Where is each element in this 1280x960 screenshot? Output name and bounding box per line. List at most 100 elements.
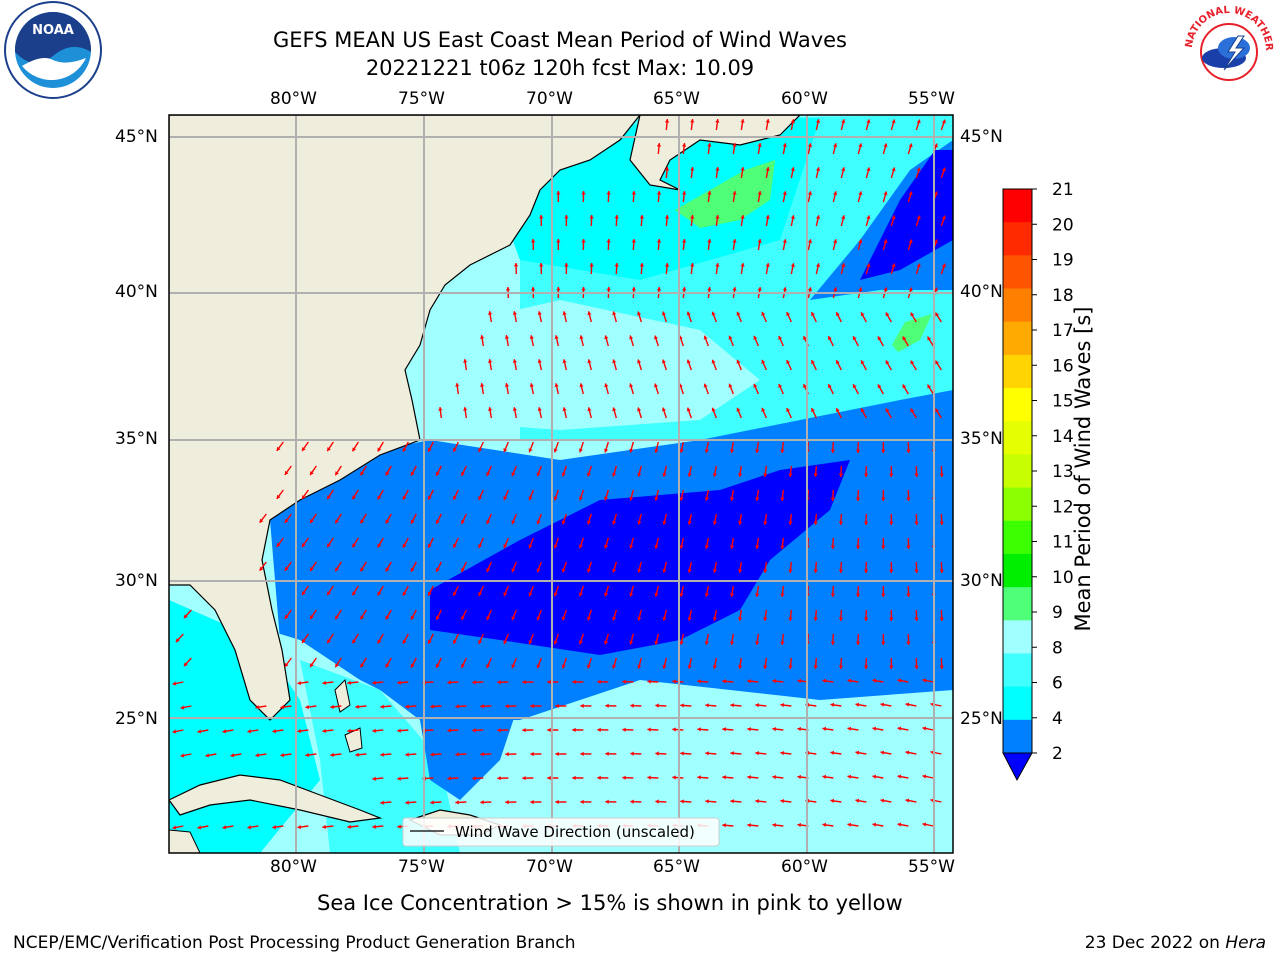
wind-wave-arrow-head (561, 520, 566, 525)
land-maritimes (629, 115, 801, 191)
wind-wave-arrow-head (914, 665, 919, 669)
wind-wave-arrow-head (704, 497, 709, 501)
wind-wave-arrow-head (780, 593, 785, 597)
wind-wave-arrow-head (811, 360, 815, 365)
wind-wave-arrow-head (704, 449, 709, 453)
wind-wave-arrow-head (327, 495, 331, 500)
wind-wave-arrow-head (631, 239, 636, 243)
wind-wave-arrow-head (614, 215, 619, 219)
wind-wave-arrow-head (322, 824, 327, 830)
wind-wave-arrow-head (347, 824, 351, 829)
wind-wave-arrow-head (922, 678, 927, 683)
wind-wave-arrow-head (939, 665, 944, 669)
wind-wave-arrow-head (941, 215, 946, 220)
footer-date-text: 23 Dec 2022 on (1084, 933, 1226, 953)
colorbar-tick-label: 20 (1052, 215, 1074, 235)
wind-wave-arrow-head (360, 567, 365, 572)
wind-wave-arrow-head (679, 592, 684, 597)
wind-wave-arrow-head (730, 799, 734, 804)
wind-wave-arrow-head (772, 726, 777, 732)
colorbar-label: Mean Period of Wind Waves [s] (1071, 306, 1095, 632)
wind-wave-arrow-head (622, 679, 626, 684)
wind-wave-arrow-head (631, 287, 636, 291)
wind-wave-arrow-head (740, 167, 745, 171)
wind-wave-arrow-head (786, 359, 791, 364)
wind-wave-arrow-head (687, 569, 692, 573)
wind-wave-arrow-head (377, 447, 382, 452)
wind-wave-arrow-head (755, 449, 760, 453)
colorbar-tick-label: 10 (1052, 568, 1074, 588)
wind-wave-arrow-head (478, 448, 483, 453)
wind-wave-arrow-head (704, 593, 709, 597)
wind-wave-arrow-head (897, 726, 902, 731)
wind-wave-arrow-head (852, 384, 857, 389)
wind-wave-arrow-head (430, 800, 434, 805)
colorbar-tick-label: 2 (1052, 744, 1063, 764)
wind-wave-arrow-head (581, 239, 586, 243)
wind-wave-arrow-head (797, 774, 802, 780)
wind-wave-arrow-head (561, 616, 566, 621)
wind-wave-arrow-head (612, 616, 617, 621)
wind-wave-arrow-head (284, 470, 289, 475)
wind-wave-arrow-head (461, 519, 465, 524)
wind-wave-arrow-head (478, 544, 483, 549)
wind-wave-arrow-head (883, 191, 888, 196)
wave-band-9-10-patch-2 (892, 314, 932, 352)
wind-wave-arrow-head (497, 776, 501, 781)
wind-wave-arrow-head (916, 167, 921, 172)
wind-wave-arrow-head (833, 287, 838, 292)
wind-wave-arrow-head (722, 727, 726, 732)
wind-wave-arrow-head (790, 119, 795, 123)
wind-wave-arrow-head (788, 521, 793, 525)
wind-wave-arrow-head (503, 640, 508, 645)
wind-wave-arrow-head (790, 215, 795, 219)
wind-wave-arrow-head (402, 543, 407, 548)
wind-wave-arrow-head (553, 496, 558, 501)
wind-wave-arrow-head (780, 545, 785, 549)
wind-wave-arrow-head (427, 591, 432, 596)
wind-wave-arrow-head (536, 664, 541, 669)
wind-wave-arrow-head (704, 545, 709, 549)
wind-wave-arrow-head (654, 592, 659, 597)
wind-wave-arrow-head (916, 215, 921, 220)
wind-wave-arrow-head (690, 119, 695, 123)
wind-wave-arrow-head (664, 215, 670, 219)
land-yucatan (169, 829, 201, 853)
wind-wave-arrow-head (172, 681, 177, 686)
lon-label-top-75w: 75°W (398, 89, 445, 109)
colorbar-cell (1003, 653, 1032, 688)
title-line-1: GEFS MEAN US East Coast Mean Period of W… (273, 28, 847, 52)
wind-wave-arrow-head (397, 824, 401, 829)
wind-wave-arrow-head (447, 728, 451, 733)
wind-wave-arrow-head (380, 800, 384, 805)
wind-wave-arrow-head (453, 639, 457, 644)
wind-wave-arrow-head (564, 263, 569, 267)
wind-wave-arrow-head (813, 617, 818, 621)
wind-wave-arrow-head (528, 544, 533, 549)
wind-wave-arrow-head (453, 447, 457, 452)
wind-wave-arrow-head (578, 544, 583, 549)
wind-wave-arrow-head (883, 239, 888, 244)
wind-wave-arrow-head (815, 167, 821, 172)
wind-wave-arrow-head (629, 592, 634, 597)
wind-wave-arrow-head (529, 383, 534, 387)
wind-wave-arrow-head (222, 729, 227, 734)
lat-label-right-35n: 35°N (960, 429, 1003, 449)
wind-wave-arrow-head (580, 799, 584, 805)
wind-wave-arrow-head (487, 359, 493, 363)
wind-wave-arrow-head (486, 520, 491, 525)
wind-wave-arrow-head (630, 799, 634, 804)
wind-wave-arrow-head (755, 751, 759, 756)
wind-wave-arrow-head (360, 663, 365, 668)
wind-wave-arrow-head (905, 798, 910, 803)
wind-wave-arrow-head (803, 336, 807, 341)
wind-wave-arrow-head (405, 800, 409, 805)
wind-wave-arrow-head (835, 408, 840, 413)
wind-wave-arrow-head (763, 617, 768, 621)
wind-wave-arrow-head (622, 727, 626, 732)
wind-wave-arrow-head (755, 593, 760, 597)
wind-wave-arrow-head (284, 518, 289, 523)
wind-wave-arrow-head (906, 593, 911, 597)
wind-wave-arrow-head (372, 776, 376, 781)
colorbar-cell (1003, 454, 1032, 489)
